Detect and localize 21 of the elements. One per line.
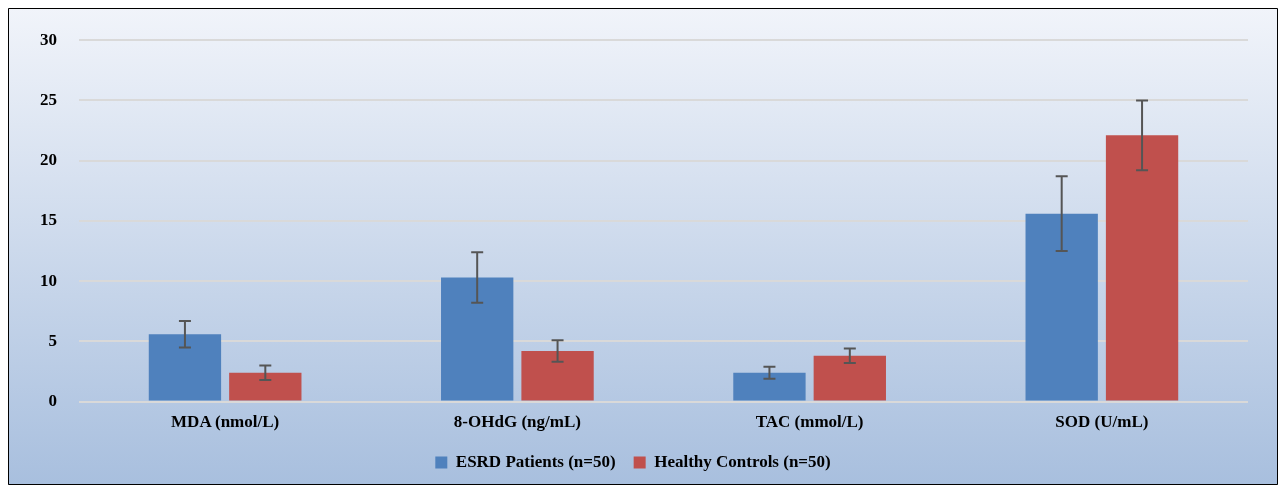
y-tick-label: 5 [48,330,57,350]
y-tick-label: 15 [40,210,57,230]
x-tick-label: TAC (mmol/L) [755,412,864,432]
legend-label: Healthy Controls (n=50) [654,451,831,471]
bar [1025,213,1098,401]
bar [441,277,514,401]
x-tick-label: SOD (U/mL) [1055,412,1149,432]
bar [521,351,594,401]
bar [733,372,806,401]
x-tick-label: 8-OHdG (ng/mL) [453,412,581,432]
y-tick-label: 30 [40,29,57,49]
bar [1105,135,1179,401]
legend-label: ESRD Patients (n=50) [455,451,616,471]
bar [229,372,302,401]
y-tick-label: 25 [40,89,57,109]
y-tick-label: 10 [40,270,57,290]
bar [148,334,222,401]
y-tick-label: 0 [48,390,57,410]
y-tick-label: 20 [40,150,57,170]
bar [813,355,886,401]
x-tick-label: MDA (nmol/L) [171,412,280,432]
